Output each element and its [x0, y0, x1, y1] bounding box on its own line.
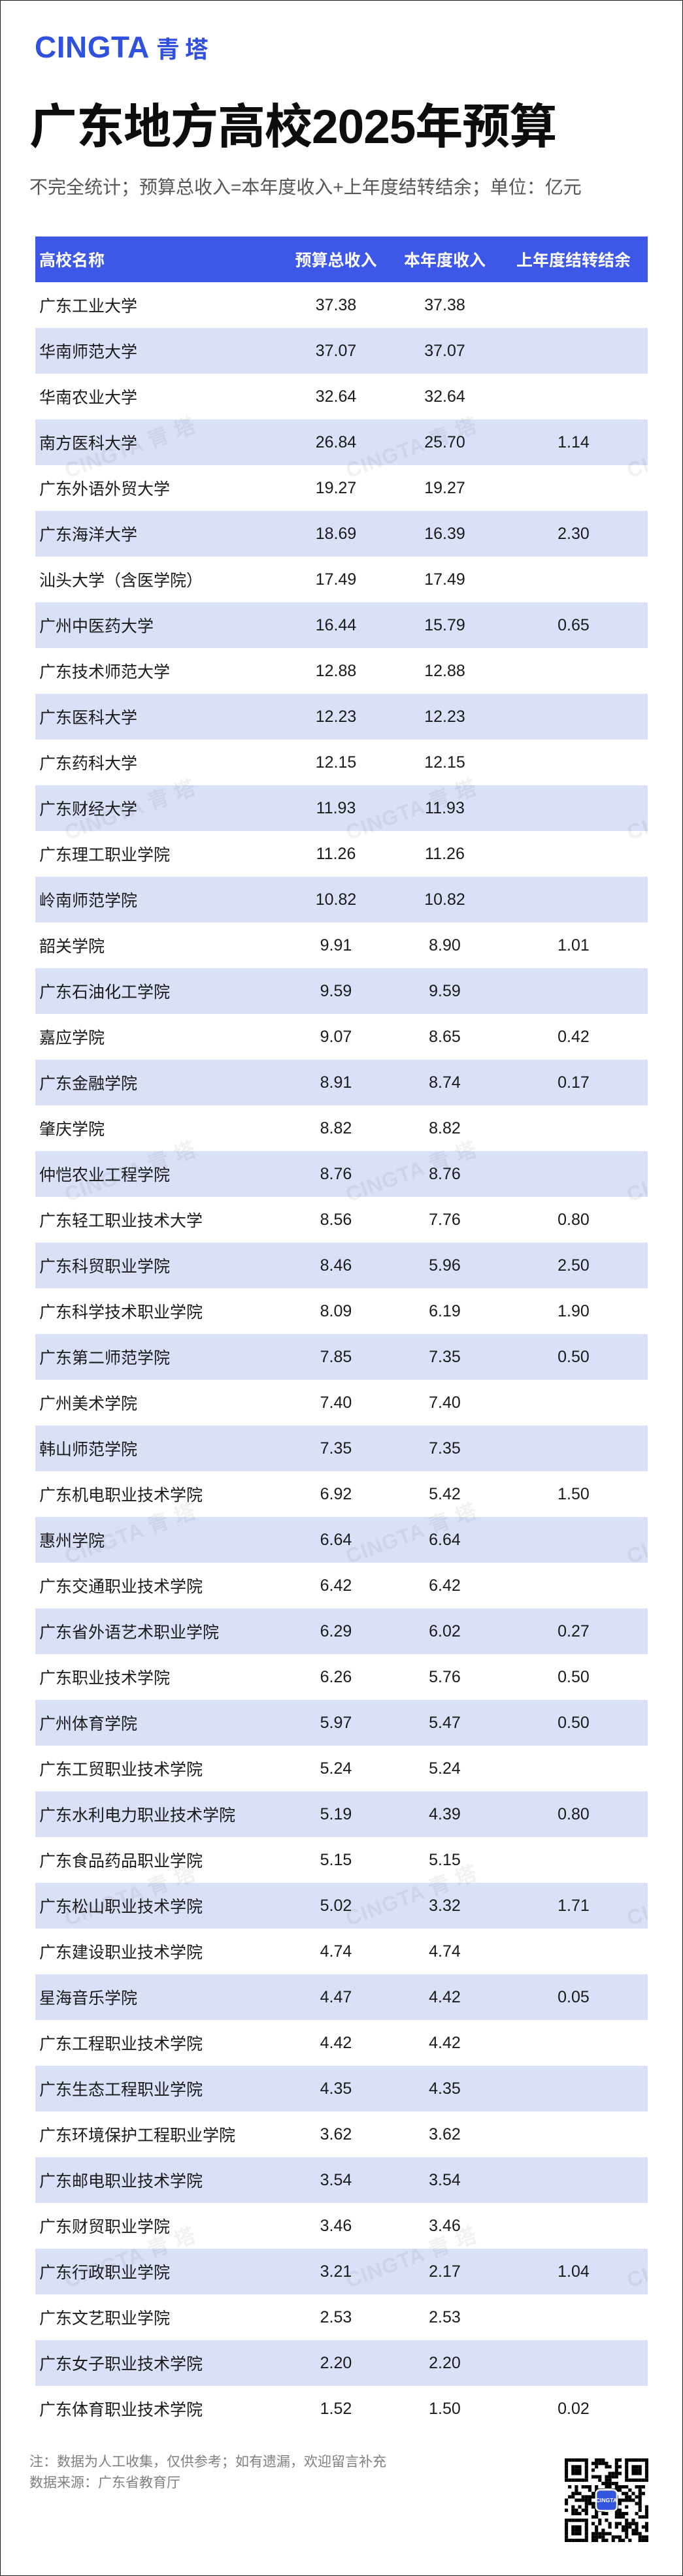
svg-text:CINGTA: CINGTA — [596, 2497, 617, 2503]
